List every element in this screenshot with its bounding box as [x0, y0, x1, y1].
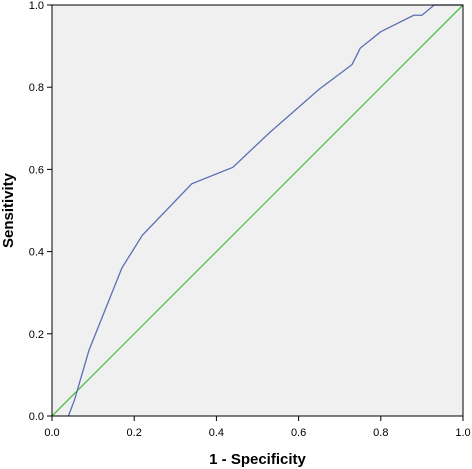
- y-tick-label: 1.0: [29, 0, 44, 12]
- y-tick-label: 0.4: [29, 247, 44, 259]
- y-tick-label: 0.6: [29, 164, 44, 176]
- x-axis-ticks: 0.0 0.2 0.4 0.6 0.8 1.0: [44, 416, 471, 439]
- x-tick-label: 0.4: [209, 427, 224, 439]
- plot-frame: [51, 4, 464, 417]
- reference-line-layer: [51, 4, 464, 417]
- x-tick-label: 1.0: [455, 427, 470, 439]
- reference-line: [51, 4, 464, 417]
- y-tick-label: 0.8: [29, 82, 44, 94]
- x-tick-label: 0.2: [127, 427, 142, 439]
- x-tick-label: 0.6: [291, 427, 306, 439]
- y-axis-title: Sensitivity: [0, 172, 17, 248]
- y-axis-ticks: 0.0 0.2 0.4 0.6 0.8 1.0: [29, 0, 52, 423]
- y-tick-label: 0.2: [29, 329, 44, 341]
- y-tick-label: 0.0: [29, 411, 44, 423]
- x-tick-label: 0.0: [44, 427, 59, 439]
- x-axis-title: 1 - Specificity: [209, 451, 306, 468]
- roc-curve: [67, 4, 463, 417]
- roc-curve-layer: [67, 4, 463, 417]
- x-tick-label: 0.8: [373, 427, 388, 439]
